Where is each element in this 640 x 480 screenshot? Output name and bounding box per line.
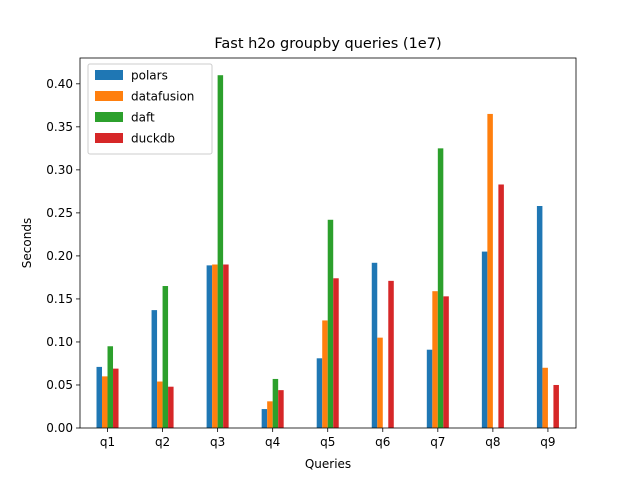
y-axis-label: Seconds <box>20 218 34 268</box>
bar-polars-q8 <box>481 251 488 428</box>
legend-frame <box>87 63 213 155</box>
legend-label-duckdb: duckdb <box>131 132 175 146</box>
bar-polars-q6 <box>371 262 378 428</box>
bar-duckdb-q2 <box>168 386 174 428</box>
bar-datafusion-q7 <box>432 291 438 428</box>
bar-datafusion-q8 <box>487 113 493 429</box>
bar-duckdb-q6 <box>388 280 394 428</box>
y-tick-label: 0.20 <box>46 249 73 263</box>
bar-daft-q3 <box>217 75 224 429</box>
bars-group <box>96 75 559 429</box>
legend-label-polars: polars <box>131 69 168 83</box>
bar-daft-q2 <box>162 286 169 428</box>
y-tick-label: 0.40 <box>46 77 73 91</box>
x-tick-label: q1 <box>100 435 115 449</box>
bar-daft-q5 <box>327 219 334 428</box>
x-tick-label: q6 <box>375 435 390 449</box>
x-tick-label: q9 <box>540 435 555 449</box>
legend-swatch-polars <box>95 70 123 80</box>
bar-polars-q3 <box>206 265 213 428</box>
legend-label-datafusion: datafusion <box>131 90 194 104</box>
y-tick-label: 0.25 <box>46 206 73 220</box>
bar-duckdb-q3 <box>223 264 229 428</box>
bar-duckdb-q5 <box>333 278 339 428</box>
bar-daft-q7 <box>437 148 444 428</box>
bar-duckdb-q4 <box>278 390 284 428</box>
y-tick-label: 0.00 <box>46 421 73 435</box>
bar-datafusion-q4 <box>267 401 273 428</box>
y-tick-label: 0.30 <box>46 163 73 177</box>
bar-polars-q1 <box>96 366 103 428</box>
bar-datafusion-q6 <box>377 337 383 428</box>
legend-swatch-daft <box>95 112 123 122</box>
x-tick-label: q2 <box>155 435 170 449</box>
x-tick-label: q5 <box>320 435 335 449</box>
y-tick-label: 0.15 <box>46 292 73 306</box>
bar-datafusion-q9 <box>542 367 548 428</box>
x-tick-label: q7 <box>430 435 445 449</box>
bar-duckdb-q9 <box>553 384 559 428</box>
legend-label-daft: daft <box>131 111 155 125</box>
bar-polars-q5 <box>316 358 323 428</box>
bar-polars-q7 <box>426 349 433 428</box>
bar-polars-q4 <box>261 409 268 428</box>
x-tick-label: q4 <box>265 435 280 449</box>
y-tick-label: 0.35 <box>46 120 73 134</box>
legend: polars datafusion daft duckdb <box>87 63 213 155</box>
plot-frame <box>79 57 577 429</box>
bar-daft-q4 <box>272 378 279 428</box>
bar-datafusion-q3 <box>212 264 218 428</box>
bar-datafusion-q5 <box>322 320 328 428</box>
bar-duckdb-q8 <box>498 184 504 428</box>
x-axis-label: Queries <box>305 457 351 471</box>
x-axis: q1 q2 q3 q4 q5 q6 q7 q8 q9 <box>100 428 556 449</box>
y-axis: 0.00 0.05 0.10 0.15 0.20 0.25 0.30 0.35 0.40 <box>46 77 80 435</box>
x-tick-label: q3 <box>210 435 225 449</box>
bar-polars-q9 <box>536 206 543 428</box>
bar-duckdb-q7 <box>443 296 449 428</box>
chart-title: Fast h2o groupby queries (1e7) <box>214 36 441 52</box>
y-tick-label: 0.10 <box>46 335 73 349</box>
legend-swatch-datafusion <box>95 91 123 101</box>
bar-polars-q2 <box>151 310 158 428</box>
bar-datafusion-q1 <box>102 376 108 428</box>
bar-duckdb-q1 <box>113 368 119 428</box>
bar-daft-q1 <box>107 346 114 428</box>
legend-swatch-duckdb <box>95 133 123 143</box>
y-tick-label: 0.05 <box>46 378 73 392</box>
bar-datafusion-q2 <box>157 381 163 428</box>
x-tick-label: q8 <box>485 435 500 449</box>
